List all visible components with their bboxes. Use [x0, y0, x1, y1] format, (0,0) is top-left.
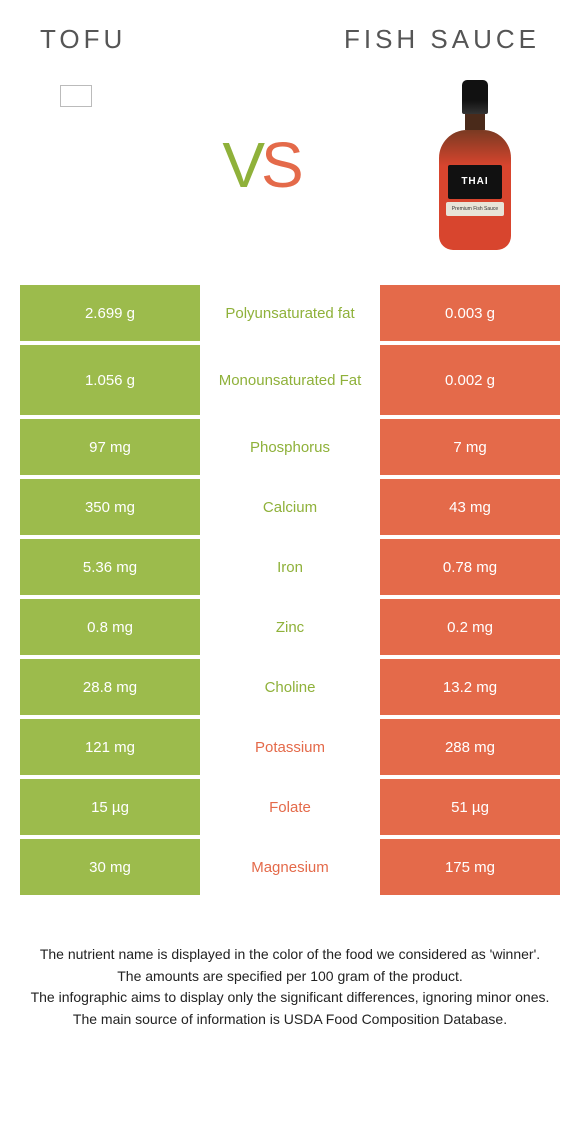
left-value: 97 mg: [20, 419, 200, 475]
left-value: 1.056 g: [20, 345, 200, 415]
right-value: 0.002 g: [380, 345, 560, 415]
table-row: 28.8 mgCholine13.2 mg: [20, 659, 560, 715]
right-value: 7 mg: [380, 419, 560, 475]
right-value: 43 mg: [380, 479, 560, 535]
fish-sauce-bottle-icon: THAI Premium Fish Sauce: [430, 80, 520, 250]
nutrient-label: Calcium: [200, 479, 380, 535]
vs-v: V: [222, 128, 261, 202]
vs-s: S: [261, 128, 300, 202]
title-right: FISH SAUCE: [344, 24, 540, 55]
left-image-placeholder: [60, 85, 92, 107]
table-row: 5.36 mgIron0.78 mg: [20, 539, 560, 595]
nutrient-label: Polyunsaturated fat: [200, 285, 380, 341]
left-value: 5.36 mg: [20, 539, 200, 595]
table-row: 0.8 mgZinc0.2 mg: [20, 599, 560, 655]
footnote-line: The main source of information is USDA F…: [30, 1010, 550, 1030]
nutrient-label: Phosphorus: [200, 419, 380, 475]
footnote-line: The infographic aims to display only the…: [30, 988, 550, 1008]
nutrient-label: Iron: [200, 539, 380, 595]
table-row: 15 µgFolate51 µg: [20, 779, 560, 835]
vs-label: VS: [222, 128, 299, 202]
right-value: 51 µg: [380, 779, 560, 835]
nutrient-label: Monounsaturated Fat: [200, 345, 380, 415]
table-row: 350 mgCalcium43 mg: [20, 479, 560, 535]
right-value: 0.003 g: [380, 285, 560, 341]
table-row: 30 mgMagnesium175 mg: [20, 839, 560, 895]
left-value: 121 mg: [20, 719, 200, 775]
right-value: 0.2 mg: [380, 599, 560, 655]
right-value: 0.78 mg: [380, 539, 560, 595]
bottle-brand: THAI: [448, 165, 502, 199]
left-value: 30 mg: [20, 839, 200, 895]
left-value: 2.699 g: [20, 285, 200, 341]
table-row: 121 mgPotassium288 mg: [20, 719, 560, 775]
hero-section: VS THAI Premium Fish Sauce: [0, 55, 580, 285]
right-value: 288 mg: [380, 719, 560, 775]
footnote-line: The nutrient name is displayed in the co…: [30, 945, 550, 965]
nutrient-label: Potassium: [200, 719, 380, 775]
comparison-table: 2.699 gPolyunsaturated fat0.003 g1.056 g…: [20, 285, 560, 895]
table-row: 2.699 gPolyunsaturated fat0.003 g: [20, 285, 560, 341]
right-value: 13.2 mg: [380, 659, 560, 715]
bottle-sub: Premium Fish Sauce: [446, 202, 504, 216]
header: TOFU FISH SAUCE: [0, 0, 580, 55]
table-row: 1.056 gMonounsaturated Fat0.002 g: [20, 345, 560, 415]
left-value: 0.8 mg: [20, 599, 200, 655]
nutrient-label: Zinc: [200, 599, 380, 655]
nutrient-label: Folate: [200, 779, 380, 835]
title-left: TOFU: [40, 24, 126, 55]
left-value: 350 mg: [20, 479, 200, 535]
nutrient-label: Magnesium: [200, 839, 380, 895]
nutrient-label: Choline: [200, 659, 380, 715]
left-value: 15 µg: [20, 779, 200, 835]
footnotes: The nutrient name is displayed in the co…: [30, 945, 550, 1029]
footnote-line: The amounts are specified per 100 gram o…: [30, 967, 550, 987]
left-value: 28.8 mg: [20, 659, 200, 715]
table-row: 97 mgPhosphorus7 mg: [20, 419, 560, 475]
right-value: 175 mg: [380, 839, 560, 895]
